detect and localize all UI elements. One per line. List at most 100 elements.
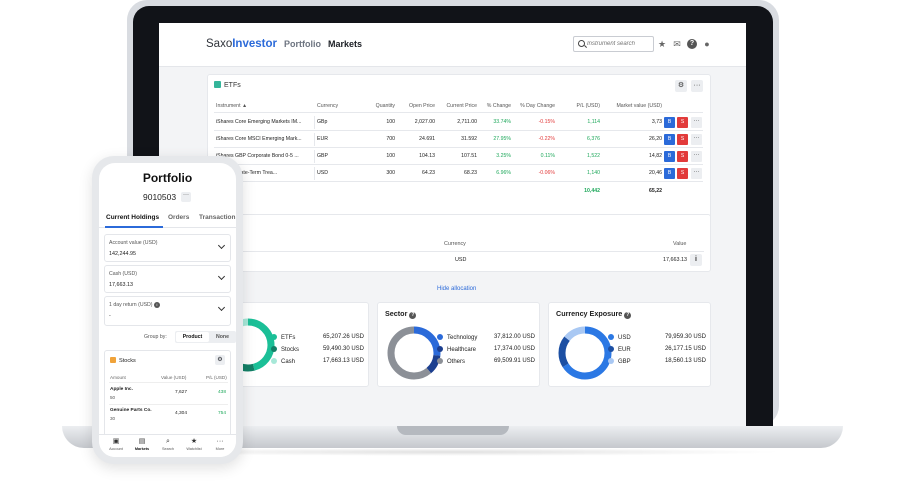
instrument-search[interactable] (573, 36, 654, 52)
etf-more-button[interactable]: ··· (691, 80, 703, 92)
nav-markets[interactable]: ▤ Markets (130, 438, 154, 451)
cell-current-price: 107.51 (461, 153, 477, 159)
account-more-button[interactable]: ··· (181, 192, 191, 202)
currency-exposure-card: Currency Exposure? USD 79,959.30 USD EUR… (548, 302, 711, 387)
sell-button[interactable]: S (677, 134, 688, 145)
cash-info-button[interactable]: i (690, 254, 702, 266)
col-current-price[interactable]: Current Price (446, 103, 477, 109)
stocks-divider (109, 404, 228, 405)
currency-help-icon[interactable]: ? (624, 312, 632, 319)
cell-change: 3.25% (496, 153, 511, 159)
col-currency[interactable]: Currency (317, 103, 339, 109)
stock-name[interactable]: Genuine Parts Co. (110, 408, 152, 413)
gear-icon[interactable]: ⚙ (675, 80, 687, 92)
search-input[interactable] (587, 38, 651, 50)
cash-divider (214, 251, 704, 252)
legend-healthcare: Healthcare (437, 346, 476, 353)
sector-help-icon[interactable]: ? (409, 312, 417, 319)
legend-label: Healthcare (447, 347, 477, 353)
table-row[interactable]: iShares GBP Corporate Bond 0-5 ... GBP 1… (214, 148, 703, 165)
cash-panel: Currency Value USD 17,663.13 i (207, 214, 711, 272)
sell-button[interactable]: S (677, 117, 688, 128)
cell-market-value: 14,82 (649, 153, 662, 159)
buy-button[interactable]: B (664, 151, 675, 162)
buy-button[interactable]: B (664, 168, 675, 179)
row-more-button[interactable]: ··· (691, 117, 702, 128)
group-product-option[interactable]: Product (176, 332, 209, 342)
mail-icon[interactable]: ✉ (673, 39, 681, 49)
col-change[interactable]: % Change (486, 103, 511, 109)
info-icon[interactable]: i (154, 302, 160, 308)
saxo-investor-logo[interactable]: SaxoInvestor (206, 38, 277, 50)
legend-value: 18,560.13 USD (664, 358, 706, 364)
col-open-price[interactable]: Open Price (409, 103, 435, 109)
nav-portfolio[interactable]: Portfolio (284, 39, 321, 49)
account-value-card[interactable]: Account value (USD) 142,244.95 (104, 234, 231, 262)
stocks-title-text: Stocks (119, 358, 136, 364)
cell-change: 6.96% (496, 170, 511, 176)
stock-pl: 754 (218, 411, 227, 416)
cell-day-change: -0.06% (538, 170, 555, 176)
app-header: SaxoInvestor Portfolio Markets ★ ✉ ? ● (159, 23, 746, 67)
gear-icon[interactable]: ⚙ (215, 355, 225, 365)
account-number[interactable]: 9010503 (143, 192, 177, 202)
legend-label: EUR (618, 347, 631, 353)
tab-current-holdings[interactable]: Current Holdings (106, 214, 160, 221)
legend-value: 37,812.00 USD (493, 334, 535, 340)
cell-pl: 1,522 (587, 153, 600, 159)
nav-label: Search (161, 447, 175, 451)
total-market-value: 65,22 (649, 187, 662, 194)
nav-more[interactable]: ··· More (208, 438, 232, 451)
user-icon[interactable]: ● (704, 39, 710, 49)
cash-value-header: Value (673, 241, 687, 247)
col-market-value[interactable]: Market value (USD) (616, 103, 662, 109)
day-return-card[interactable]: 1 day return (USD) i - (104, 296, 231, 326)
logo-text-b: Investor (232, 38, 277, 50)
stock-name[interactable]: Apple Inc. (110, 387, 133, 392)
sell-button[interactable]: S (677, 151, 688, 162)
col-quantity[interactable]: Quantity (375, 103, 395, 109)
table-row[interactable]: iShares Core MSCI Emerging Mark... EUR 7… (214, 131, 703, 148)
more-icon: ··· (216, 438, 224, 445)
cell-quantity: 300 (386, 170, 395, 176)
cell-currency: GBP (317, 153, 328, 159)
legend-stocks: Stocks (271, 346, 299, 353)
row-more-button[interactable]: ··· (691, 168, 702, 179)
table-row[interactable]: ...ntermediate-Term Trea... USD 300 64.2… (214, 165, 703, 182)
laptop-base (62, 426, 843, 448)
legend-label: Cash (281, 359, 296, 365)
sector-title: Sector? (385, 309, 417, 319)
nav-watchlist[interactable]: ★ Watchlist (182, 438, 206, 451)
active-tab-indicator (105, 226, 163, 228)
col-instrument[interactable]: Instrument ▲ (216, 103, 248, 109)
row-more-button[interactable]: ··· (691, 151, 702, 162)
buy-button[interactable]: B (664, 117, 675, 128)
legend-gbp: GBP (608, 358, 631, 365)
group-by-toggle[interactable]: Product None (175, 331, 236, 343)
tab-transactions[interactable]: Transaction (199, 214, 236, 221)
tab-orders[interactable]: Orders (168, 214, 190, 221)
cash-card[interactable]: Cash (USD) 17,663.13 (104, 265, 231, 293)
cell-open-price: 24.691 (419, 136, 435, 142)
help-icon[interactable]: ? (687, 39, 697, 49)
col-pl[interactable]: P/L (USD) (576, 103, 600, 109)
nav-markets[interactable]: Markets (328, 39, 363, 49)
nav-account[interactable]: ▣ Account (104, 438, 128, 451)
row-more-button[interactable]: ··· (691, 134, 702, 145)
hide-allocation-link[interactable]: Hide allocation (437, 286, 477, 292)
nav-search[interactable]: ⌕ Search (156, 438, 180, 451)
sell-button[interactable]: S (677, 168, 688, 179)
star-icon[interactable]: ★ (657, 39, 667, 49)
cell-current-price: 2,711.00 (457, 119, 477, 125)
table-row[interactable]: iShares Core Emerging Markets IM... GBp … (214, 114, 703, 131)
stocks-color-swatch (110, 357, 116, 363)
cell-day-change: 0.11% (540, 153, 555, 159)
group-none-option[interactable]: None (216, 334, 229, 340)
buy-button[interactable]: B (664, 134, 675, 145)
logo-text-a: Saxo (206, 38, 233, 50)
stocks-divider (109, 382, 228, 383)
legend-dot (271, 334, 277, 340)
cell-open-price: 64.23 (422, 170, 435, 176)
currency-exposure-title-text: Currency Exposure (556, 309, 623, 318)
col-day-change[interactable]: % Day Change (520, 103, 555, 109)
